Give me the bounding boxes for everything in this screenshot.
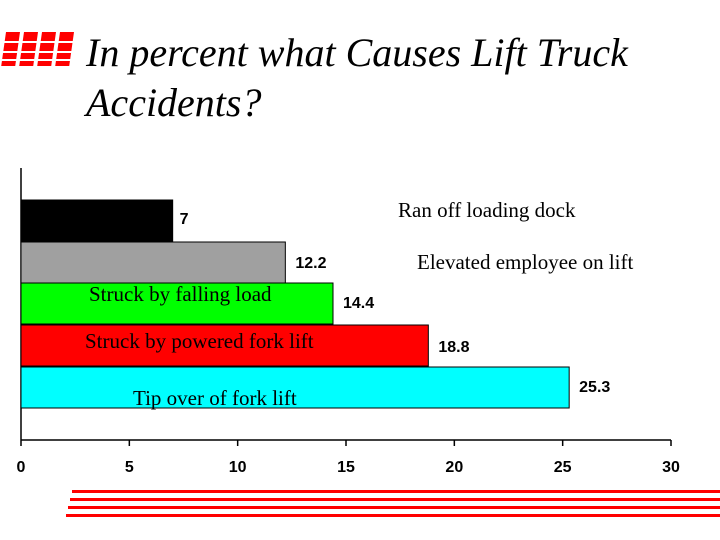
x-tick-label-1: 5: [125, 459, 134, 476]
category-label-4: Struck by powered fork lift: [85, 329, 314, 353]
bar-2: [20, 241, 286, 284]
page-title: In percent what Causes Lift Truck Accide…: [86, 30, 628, 125]
x-tick-label-5: 25: [554, 459, 572, 476]
value-label-3: 14.4: [343, 295, 374, 312]
logo-icon: [0, 32, 80, 66]
x-tick-label-2: 10: [229, 459, 247, 476]
bar-4: [20, 324, 429, 367]
category-label-1: Ran off loading dock: [398, 198, 576, 222]
x-tick-label-4: 20: [445, 459, 463, 476]
value-label-1: 7: [180, 211, 189, 228]
category-label-3: Struck by falling load: [89, 282, 272, 306]
value-label-2: 12.2: [295, 255, 326, 272]
bar-3: [20, 282, 334, 325]
category-label-2: Elevated employee on lift: [417, 250, 634, 274]
x-tick-label-6: 30: [662, 459, 680, 476]
bar-1: [20, 199, 174, 242]
x-tick-label-0: 0: [17, 459, 26, 476]
value-label-4: 18.8: [438, 339, 469, 356]
value-label-5: 25.3: [579, 379, 610, 396]
x-tick-label-3: 15: [337, 459, 355, 476]
bar-5: [20, 366, 570, 409]
footer-decoration: [66, 490, 720, 517]
category-label-5: Tip over of fork lift: [133, 386, 297, 410]
